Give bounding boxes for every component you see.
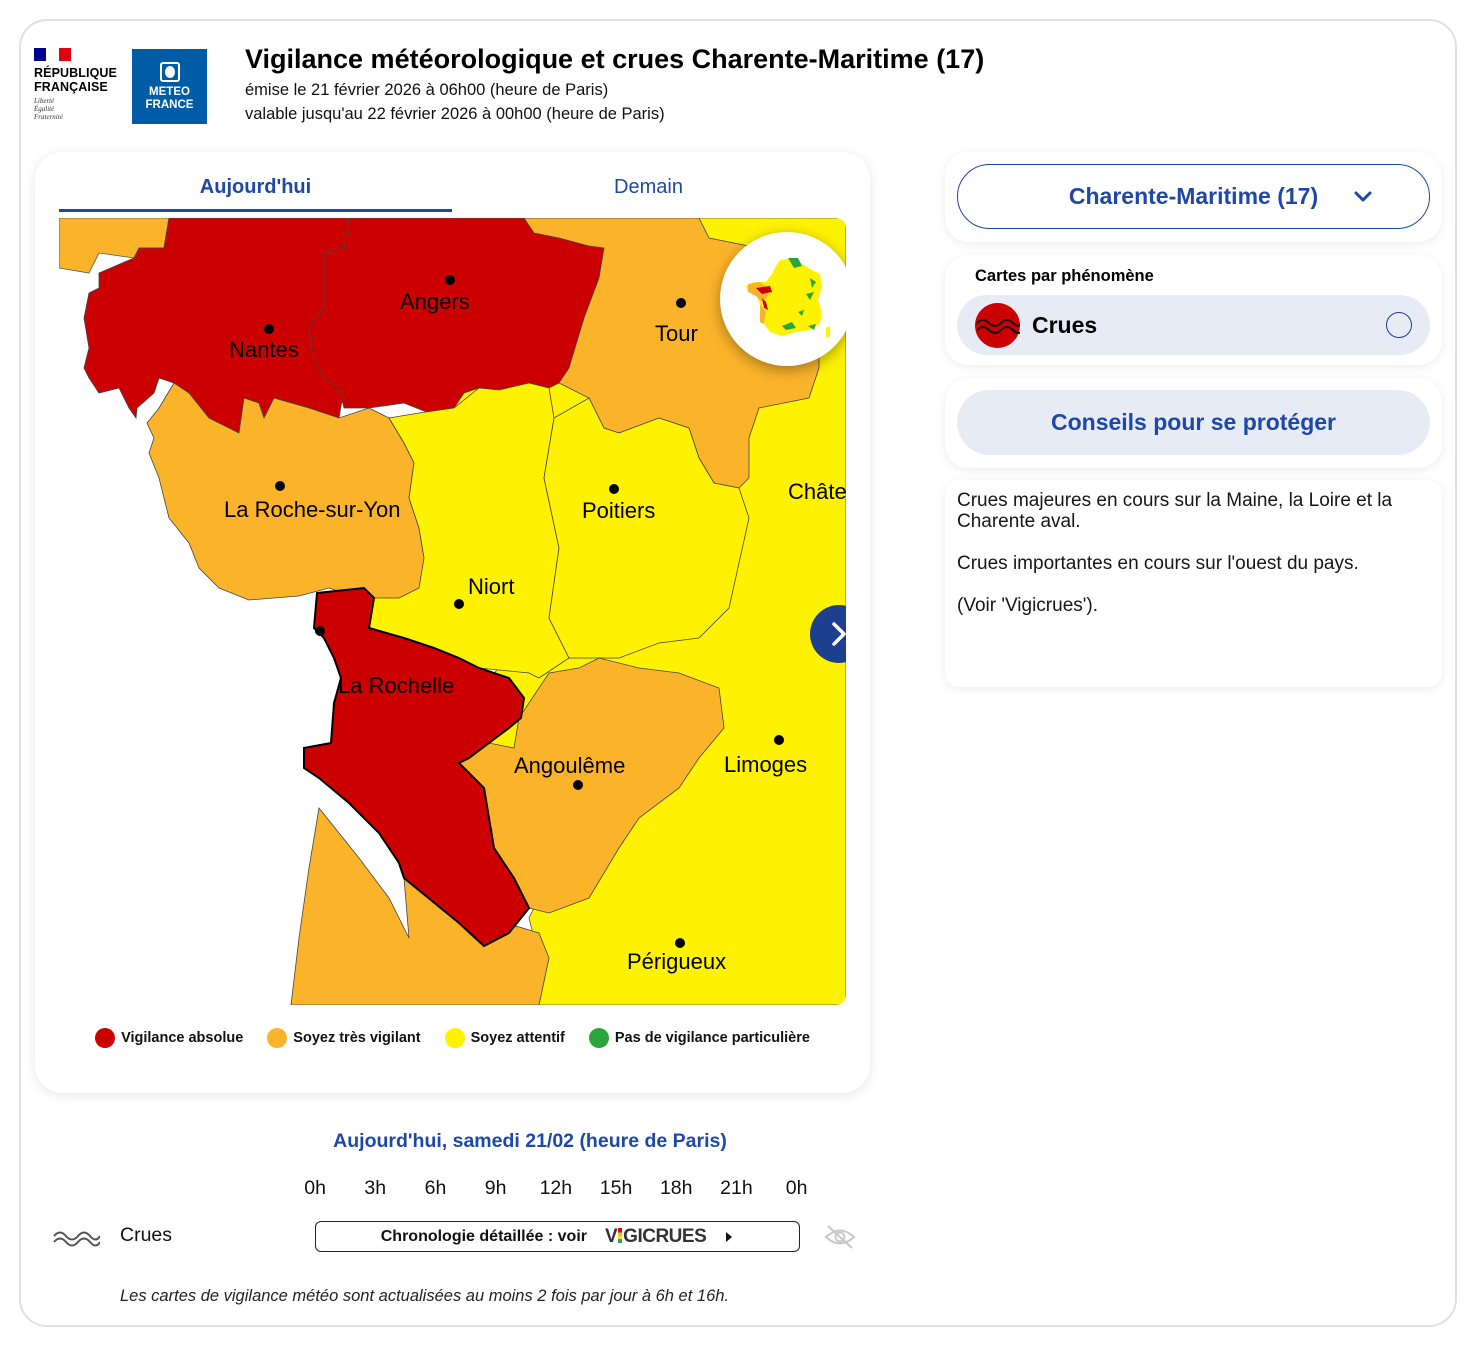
department-select-panel: Charente-Maritime (17) [945,152,1442,242]
eye-slash-icon[interactable] [823,1222,857,1252]
vigicrues-logo: V GICRUES [604,1225,707,1248]
meteo-france-logo: METEO FRANCE [132,49,207,124]
city-label-chateauroux: Châte [788,479,846,504]
legend-label: Pas de vigilance particulière [614,1030,810,1046]
rf-name-line1: RÉPUBLIQUE [34,66,117,80]
bulletin-line: (Voir 'Vigicrues'). [957,595,1099,616]
mf-line2: FRANCE [145,98,194,111]
vigicrues-link-button[interactable]: Chronologie détaillée : voir V GICRUES [315,1221,800,1252]
hour-tick: 21h [720,1177,753,1199]
city-label-la-roche-sur-yon: La Roche-sur-Yon [224,497,401,522]
hour-tick: 9h [484,1177,507,1199]
vigicrues-text: Chronologie détaillée : voir [380,1227,587,1245]
chevron-right-icon [832,622,846,646]
advice-panel: Conseils pour se protéger [945,378,1442,468]
meteo-france-emblem-icon [159,61,180,82]
yellow-dot-icon [444,1028,465,1048]
bulletin-panel: Crues majeures en cours sur la Maine, la… [945,480,1442,687]
bulletin-line: Crues importantes en cours sur l'ouest d… [957,553,1359,574]
motto-egalite: Égalité [34,105,55,113]
phenomena-panel: Cartes par phénomène Crues [945,255,1442,365]
hour-tick: 0h [785,1177,808,1199]
phenomenon-radio[interactable] [1386,312,1412,338]
mf-line1: METEO [149,85,190,98]
city-label-la-rochelle: La Rochelle [338,673,454,698]
green-dot-icon [588,1028,609,1048]
legend-item-yellow: Soyez attentif [444,1028,565,1048]
legend-item-orange: Soyez très vigilant [267,1028,421,1048]
legend-label: Vigilance absolue [121,1030,244,1046]
issued-date: émise le 21 février 2026 à 06h00 (heure … [245,81,609,99]
orange-dot-icon [267,1028,288,1048]
phenomenon-crues-option[interactable]: Crues [957,295,1430,355]
rf-motto: Liberté Égalité Fraternité [34,97,124,121]
vigicrues-logo-post: GICRUES [623,1225,707,1247]
timeline-hours: 0h 3h 6h 9h 12h 15h 18h 21h 0h [285,1177,827,1200]
vigicrues-i-icon [618,1227,623,1243]
department-select-value: Charente-Maritime (17) [1068,183,1319,209]
tab-tomorrow[interactable]: Demain [614,176,683,198]
city-label-poitiers: Poitiers [582,498,655,523]
hour-tick: 6h [424,1177,447,1199]
city-label-nantes: Nantes [229,337,299,362]
timeline-row-label: Crues [120,1224,173,1246]
update-footnote: Les cartes de vigilance météo sont actua… [120,1287,730,1305]
vigicrues-logo-pre: V [604,1225,618,1247]
republique-francaise-logo: RÉPUBLIQUE FRANÇAISE Liberté Égalité Fra… [34,48,124,121]
valid-until-date: valable jusqu'au 22 février 2026 à 00h00… [245,105,665,123]
phenomenon-label: Crues [1032,311,1098,338]
legend-label: Soyez très vigilant [293,1030,421,1046]
motto-fraternite: Fraternité [34,113,63,121]
hour-tick: 0h [304,1177,326,1199]
map-card: Aujourd'hui Demain [35,152,870,1093]
flood-waves-icon [53,1231,100,1247]
flood-waves-icon [975,302,1020,348]
legend-item-green: Pas de vigilance particulière [588,1028,810,1048]
city-label-perigueux: Périgueux [627,949,726,974]
page-title: Vigilance météorologique et crues Charen… [245,44,985,74]
play-arrow-icon [726,1231,733,1242]
city-label-limoges: Limoges [724,752,807,777]
day-tabs: Aujourd'hui Demain [59,170,845,212]
france-mini-map-icon [746,258,830,338]
timeline-title: Aujourd'hui, samedi 21/02 (heure de Pari… [333,1130,727,1152]
advice-button[interactable]: Conseils pour se protéger [957,390,1430,455]
department-select[interactable]: Charente-Maritime (17) [957,164,1430,229]
city-label-angouleme: Angoulême [514,753,625,778]
motto-liberte: Liberté [34,97,55,105]
french-flag-icon [34,48,71,61]
tab-today[interactable]: Aujourd'hui [59,170,452,212]
vigilance-map[interactable]: Nantes Angers Tour La Roche-sur-Yon Poit… [59,218,846,1005]
department-map-svg: Nantes Angers Tour La Roche-sur-Yon Poit… [59,218,846,1005]
city-label-angers: Angers [400,289,470,314]
hour-tick: 15h [599,1177,633,1199]
hour-tick: 3h [364,1177,387,1199]
hour-tick: 18h [659,1177,693,1199]
city-label-niort: Niort [468,574,514,599]
hour-tick: 12h [539,1177,573,1199]
map-legend: Vigilance absolue Soyez très vigilant So… [35,1028,870,1048]
france-overview-button[interactable] [720,232,846,366]
bulletin-line: Crues majeures en cours sur la Maine, la… [957,490,1393,532]
phenomena-title: Cartes par phénomène [975,267,1154,285]
chevron-down-icon [1354,191,1372,202]
red-dot-icon [95,1028,116,1048]
legend-label: Soyez attentif [470,1030,565,1046]
city-label-tours: Tour [655,321,698,346]
legend-item-red: Vigilance absolue [95,1028,243,1048]
rf-name-line2: FRANÇAISE [34,80,108,94]
